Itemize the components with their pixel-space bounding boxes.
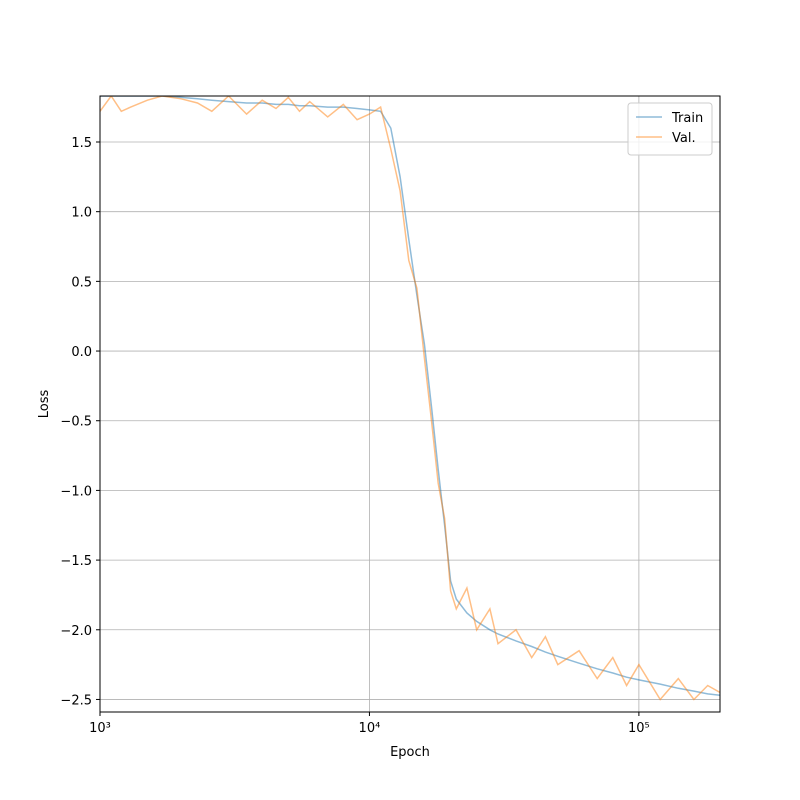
y-tick-label: −1.0 <box>60 484 92 499</box>
x-tick-label: 10⁴ <box>359 721 381 736</box>
y-tick-label: 1.0 <box>71 206 92 221</box>
x-axis-label: Epoch <box>390 745 430 760</box>
y-tick-label: −2.0 <box>60 624 92 639</box>
legend-label: Val. <box>672 131 696 146</box>
legend-box <box>627 102 713 156</box>
plot-frame <box>99 95 721 713</box>
y-tick-label: 0.0 <box>71 345 92 360</box>
y-tick-label: 0.5 <box>71 275 92 290</box>
y-tick-label: −0.5 <box>60 415 92 430</box>
legend-label: Train <box>671 111 703 126</box>
x-tick-label: 10⁵ <box>628 721 650 736</box>
y-axis-label: Loss <box>37 390 52 419</box>
y-tick-label: −1.5 <box>60 554 92 569</box>
series-line <box>100 96 720 701</box>
x-tick-label: 10³ <box>89 721 111 736</box>
y-tick-label: 1.5 <box>71 136 92 151</box>
y-tick-label: −2.5 <box>60 693 92 708</box>
